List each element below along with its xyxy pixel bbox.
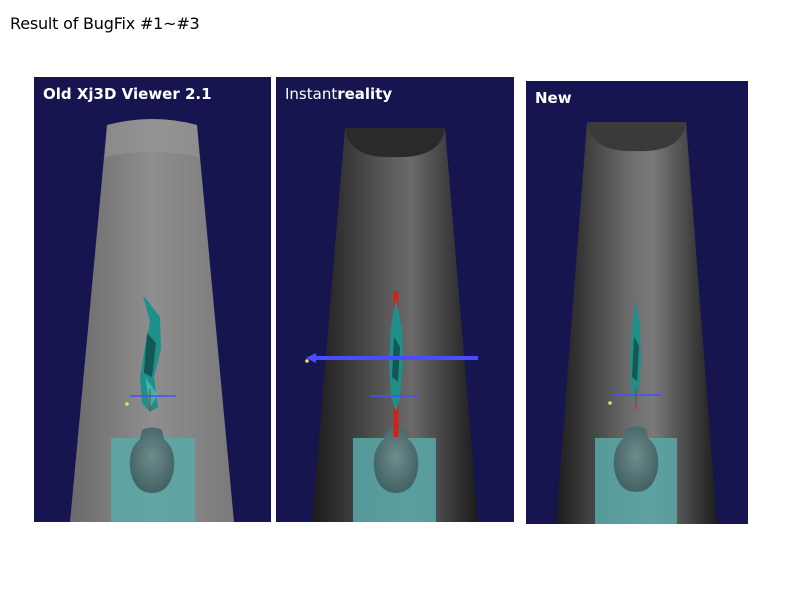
viewport-old-xj3d[interactable]: Old Xj3D Viewer 2.1 bbox=[34, 77, 271, 522]
origin-marker bbox=[305, 359, 309, 363]
panel-label-new: New bbox=[535, 89, 572, 107]
viewport-instantreality[interactable]: Instantreality bbox=[276, 77, 514, 522]
cone-top-shading bbox=[105, 119, 199, 157]
label-part-reality: reality bbox=[337, 85, 393, 103]
scene-instantreality bbox=[305, 128, 478, 522]
bulb-shape bbox=[129, 427, 175, 493]
cone-top-cavity bbox=[587, 122, 686, 152]
panel-label-old: Old Xj3D Viewer 2.1 bbox=[43, 85, 212, 103]
origin-marker bbox=[608, 401, 612, 405]
bulb-shape bbox=[613, 426, 659, 492]
viewport-new[interactable]: New bbox=[526, 81, 748, 524]
label-part-instant: Instant bbox=[285, 85, 338, 103]
scene-old bbox=[70, 119, 234, 522]
panel-label-instantreality: Instantreality bbox=[285, 85, 392, 103]
page-title: Result of BugFix #1~#3 bbox=[10, 14, 200, 33]
scene-new bbox=[556, 122, 717, 524]
cone-top-cavity bbox=[345, 128, 445, 158]
bulb-shape bbox=[373, 427, 419, 493]
blue-arrow-head bbox=[306, 353, 316, 363]
origin-marker bbox=[125, 402, 129, 406]
